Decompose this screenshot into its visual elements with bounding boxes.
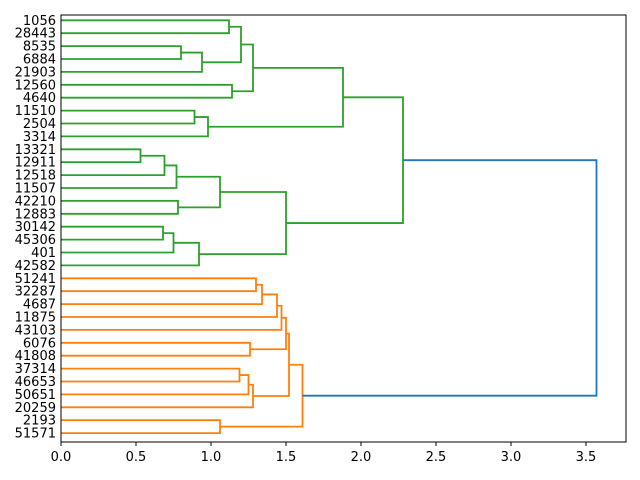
- leaf-label: 12911: [15, 156, 56, 171]
- leaf-label: 45306: [15, 233, 56, 248]
- leaf-label: 12883: [15, 207, 56, 222]
- leaf-label: 51241: [15, 272, 56, 287]
- x-tick-label: 3.0: [501, 450, 522, 465]
- leaf-label: 4687: [23, 298, 56, 313]
- leaf-label: 12560: [15, 78, 56, 93]
- x-tick-label: 2.0: [351, 450, 372, 465]
- leaf-label: 30142: [15, 220, 56, 235]
- leaf-label: 1056: [23, 14, 56, 29]
- leaf-label: 41808: [15, 349, 56, 364]
- leaf-label: 8535: [23, 40, 56, 55]
- leaf-label: 28443: [15, 27, 56, 42]
- leaf-label: 2193: [23, 414, 56, 429]
- leaf-label: 43103: [15, 323, 56, 338]
- leaf-label: 51571: [15, 427, 56, 442]
- leaf-label: 46653: [15, 375, 56, 390]
- x-tick-label: 1.5: [276, 450, 297, 465]
- x-tick-label: 0.0: [51, 450, 72, 465]
- dendrogram-link: [302, 159, 598, 397]
- leaf-label: 6884: [23, 53, 56, 68]
- leaf-label: 3314: [23, 130, 56, 145]
- leaf-label: 2504: [23, 117, 56, 132]
- leaf-label: 50651: [15, 388, 56, 403]
- leaf-label: 6076: [23, 336, 56, 351]
- leaf-label: 11507: [15, 182, 56, 197]
- leaf-label: 12518: [15, 169, 56, 184]
- leaf-label: 20259: [15, 401, 56, 416]
- leaf-label: 13321: [15, 143, 56, 158]
- x-tick-label: 0.5: [126, 450, 147, 465]
- leaf-label: 11510: [15, 104, 56, 119]
- leaf-label: 42582: [15, 259, 56, 274]
- leaf-label: 42210: [15, 194, 56, 209]
- x-tick-label: 2.5: [426, 450, 447, 465]
- leaf-label: 4640: [23, 91, 56, 106]
- leaf-label: 401: [31, 246, 56, 261]
- x-tick-label: 1.0: [201, 450, 222, 465]
- axes-spines: [60, 14, 627, 443]
- x-tick-label: 3.5: [576, 450, 597, 465]
- leaf-label: 21903: [15, 65, 56, 80]
- leaf-label: 37314: [15, 362, 56, 377]
- leaf-label: 11875: [15, 311, 56, 326]
- leaf-label: 32287: [15, 285, 56, 300]
